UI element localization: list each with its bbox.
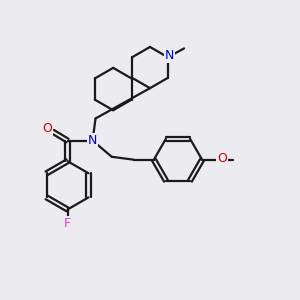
Text: F: F: [64, 217, 71, 230]
Text: N: N: [165, 49, 174, 62]
Text: O: O: [42, 122, 52, 135]
Text: O: O: [217, 152, 227, 165]
Text: N: N: [88, 134, 97, 147]
